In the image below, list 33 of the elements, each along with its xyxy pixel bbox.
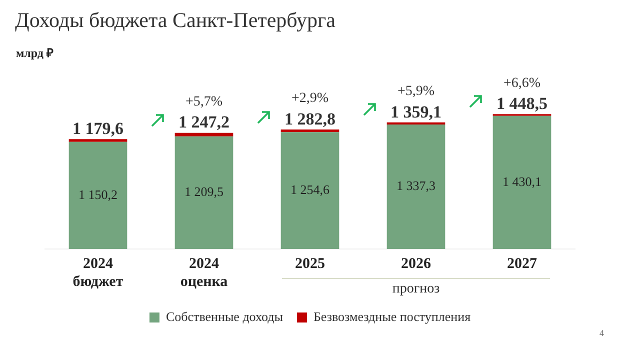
data-label: 1 254,6 <box>290 182 330 198</box>
x-tick-label: 2024 оценка <box>180 256 228 290</box>
bar <box>174 136 234 249</box>
legend-label: Безвозмездные поступления <box>313 308 471 324</box>
total-label: 1 179,6 <box>72 119 124 138</box>
bar <box>280 130 340 132</box>
chart-title: Доходы бюджета Санкт-Петербурга <box>15 8 336 33</box>
x-tick-label: 2027 <box>507 256 538 272</box>
text: 4 <box>600 328 604 338</box>
bar <box>280 132 340 249</box>
annotation: +5,7% <box>185 94 223 110</box>
total-label: 1 247,2 <box>178 112 230 132</box>
total-label: 1 359,1 <box>390 102 442 122</box>
bar <box>386 124 446 249</box>
bar <box>68 139 128 142</box>
annotation: +2,9% <box>291 91 329 106</box>
annotation: +5,9% <box>397 84 435 100</box>
text: прогноз <box>392 282 440 297</box>
data-label: 1 209,5 <box>184 184 224 200</box>
total-label: 1 448,5 <box>496 94 548 113</box>
chart-subtitle: млрд ₽ <box>16 45 54 61</box>
data-label: 1 430,1 <box>502 174 542 189</box>
data-label: 1 337,3 <box>396 178 436 194</box>
x-tick-label: 2025 <box>295 256 325 272</box>
annotation: +6,6% <box>503 76 541 91</box>
x-tick-label: 2026 <box>401 256 432 272</box>
total-label: 1 282,8 <box>284 109 336 128</box>
x-tick-label: 2024 бюджет <box>72 256 124 290</box>
bar <box>174 132 234 136</box>
data-label: 1 150,2 <box>78 186 118 202</box>
bar <box>492 116 552 249</box>
bar <box>68 142 128 249</box>
legend-label: Собственные доходы <box>166 308 284 324</box>
